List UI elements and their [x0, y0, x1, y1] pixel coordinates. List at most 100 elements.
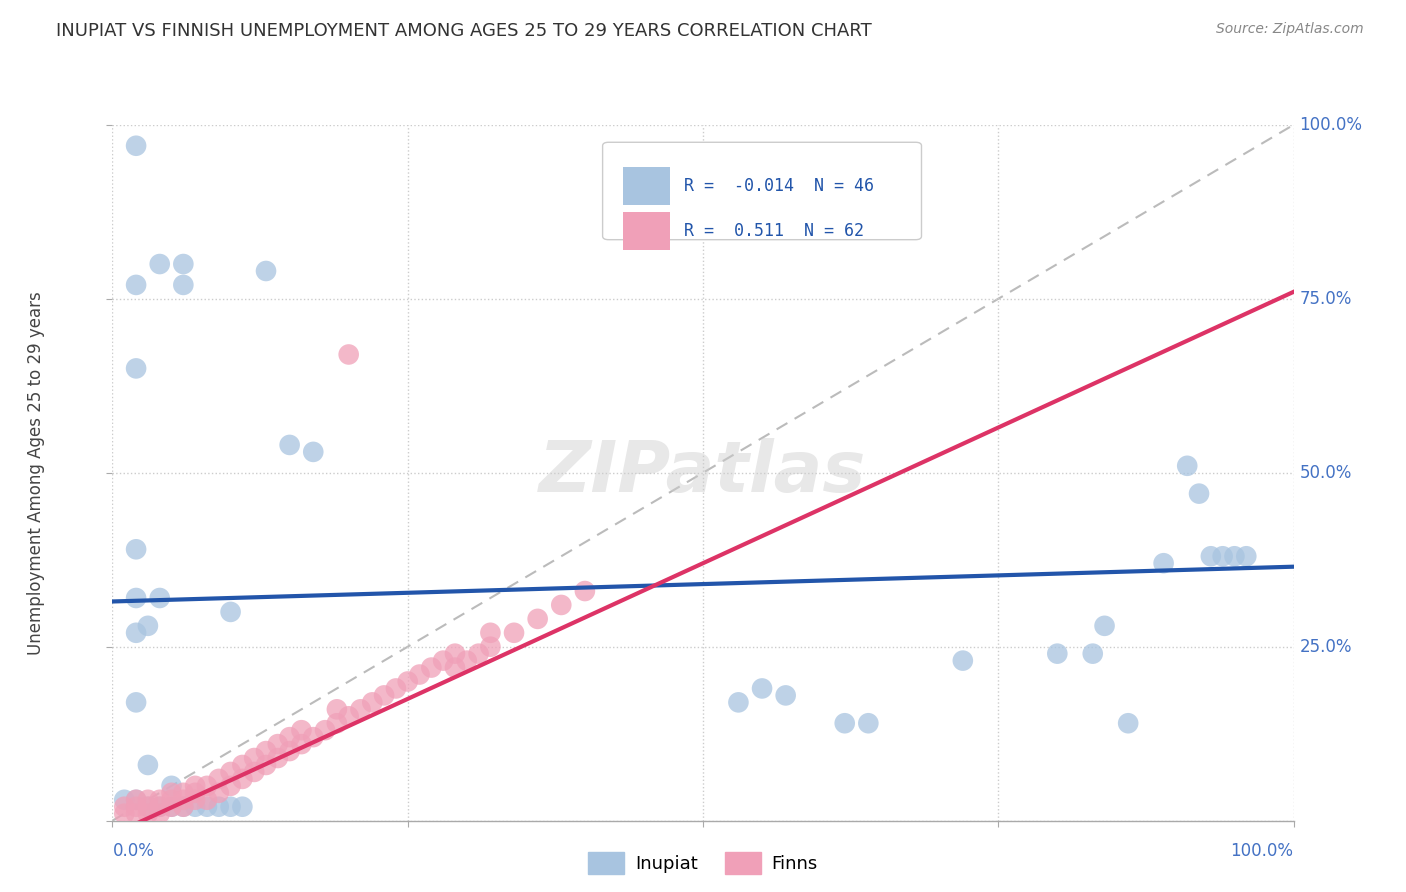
Text: 100.0%: 100.0% — [1299, 116, 1362, 134]
Point — [385, 681, 408, 696]
Point — [125, 806, 148, 821]
Point — [231, 772, 253, 786]
Point — [149, 591, 172, 605]
FancyBboxPatch shape — [603, 142, 921, 240]
Point — [254, 758, 277, 772]
Point — [136, 619, 159, 633]
Point — [1188, 486, 1211, 500]
Point — [231, 799, 253, 814]
Point — [184, 799, 207, 814]
Point — [254, 744, 277, 758]
Point — [278, 730, 301, 744]
Point — [1081, 647, 1104, 661]
Point — [149, 799, 172, 814]
Point — [254, 264, 277, 278]
Point — [456, 654, 478, 668]
Point — [267, 751, 290, 765]
Point — [195, 779, 218, 793]
Point — [125, 793, 148, 807]
Point — [503, 625, 526, 640]
Point — [125, 799, 148, 814]
Point — [751, 681, 773, 696]
Point — [160, 799, 183, 814]
Point — [125, 625, 148, 640]
Point — [160, 786, 183, 800]
Point — [195, 793, 218, 807]
Point — [125, 591, 148, 605]
Point — [290, 737, 312, 751]
Point — [125, 277, 148, 292]
Point — [526, 612, 548, 626]
Text: 25.0%: 25.0% — [1299, 638, 1353, 656]
Point — [267, 737, 290, 751]
Point — [1199, 549, 1222, 564]
Point — [125, 695, 148, 709]
Point — [112, 806, 135, 821]
Text: 0.0%: 0.0% — [112, 841, 155, 860]
Text: ZIPatlas: ZIPatlas — [540, 438, 866, 508]
Point — [432, 654, 454, 668]
Point — [149, 806, 172, 821]
Point — [775, 689, 797, 703]
Point — [1212, 549, 1234, 564]
Text: R =  0.511  N = 62: R = 0.511 N = 62 — [685, 222, 865, 240]
Point — [337, 709, 360, 723]
Point — [136, 758, 159, 772]
Point — [574, 584, 596, 599]
Text: R =  -0.014  N = 46: R = -0.014 N = 46 — [685, 177, 875, 194]
Point — [243, 764, 266, 779]
Point — [136, 799, 159, 814]
Point — [479, 625, 502, 640]
Point — [373, 689, 395, 703]
Point — [136, 793, 159, 807]
Point — [550, 598, 572, 612]
Point — [420, 660, 443, 674]
Point — [479, 640, 502, 654]
Point — [172, 786, 194, 800]
Point — [243, 751, 266, 765]
Point — [444, 660, 467, 674]
Point — [160, 779, 183, 793]
Point — [208, 786, 231, 800]
Point — [184, 779, 207, 793]
Point — [361, 695, 384, 709]
Point — [172, 257, 194, 271]
Point — [125, 138, 148, 153]
Point — [290, 723, 312, 738]
Legend: Inupiat, Finns: Inupiat, Finns — [581, 845, 825, 881]
Text: 75.0%: 75.0% — [1299, 290, 1351, 308]
Point — [136, 806, 159, 821]
Point — [208, 799, 231, 814]
Point — [195, 799, 218, 814]
Point — [1223, 549, 1246, 564]
Point — [1153, 556, 1175, 570]
Point — [1094, 619, 1116, 633]
Point — [149, 799, 172, 814]
Point — [149, 257, 172, 271]
Point — [1046, 647, 1069, 661]
Point — [160, 799, 183, 814]
Text: Unemployment Among Ages 25 to 29 years: Unemployment Among Ages 25 to 29 years — [27, 291, 45, 655]
Point — [172, 793, 194, 807]
Point — [219, 764, 242, 779]
Point — [112, 799, 135, 814]
Point — [219, 779, 242, 793]
Point — [444, 647, 467, 661]
Point — [337, 347, 360, 361]
Point — [219, 799, 242, 814]
Point — [278, 438, 301, 452]
Point — [172, 277, 194, 292]
Point — [408, 667, 430, 681]
Point — [302, 445, 325, 459]
Point — [396, 674, 419, 689]
Point — [219, 605, 242, 619]
Text: 50.0%: 50.0% — [1299, 464, 1351, 482]
Point — [858, 716, 880, 731]
Point — [727, 695, 749, 709]
Point — [1175, 458, 1198, 473]
Point — [834, 716, 856, 731]
Point — [1116, 716, 1139, 731]
Point — [302, 730, 325, 744]
FancyBboxPatch shape — [623, 167, 669, 205]
Text: Source: ZipAtlas.com: Source: ZipAtlas.com — [1216, 22, 1364, 37]
